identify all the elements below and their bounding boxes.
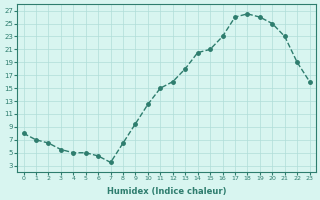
X-axis label: Humidex (Indice chaleur): Humidex (Indice chaleur) bbox=[107, 187, 226, 196]
